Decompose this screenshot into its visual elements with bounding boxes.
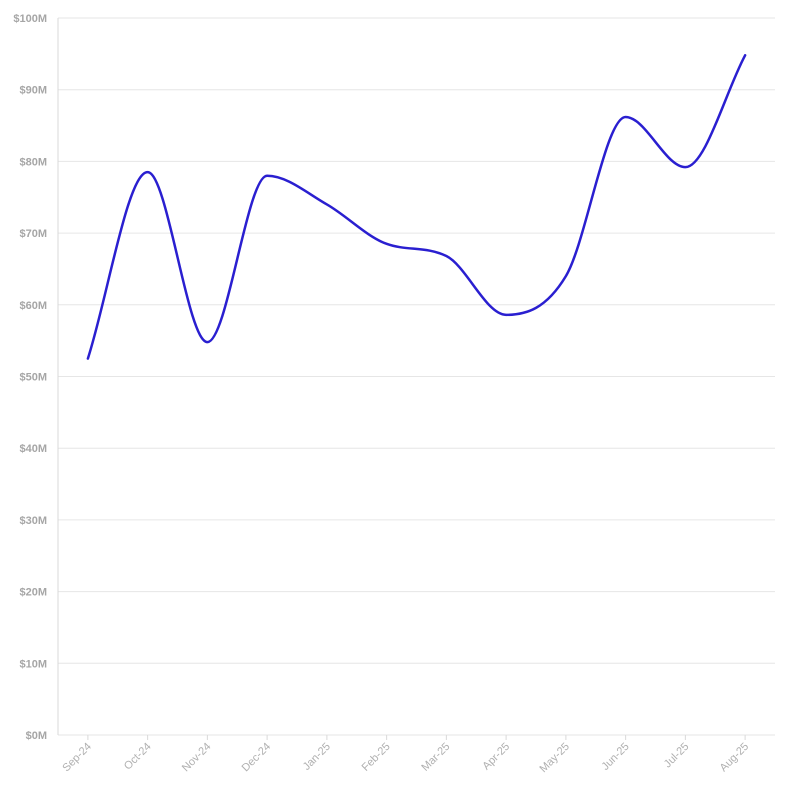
x-tick-label: Jul-25	[662, 741, 692, 771]
axis-layer	[57, 18, 746, 740]
data-point[interactable]	[742, 52, 748, 58]
data-point[interactable]	[443, 253, 449, 259]
grid-layer	[58, 17, 775, 736]
y-tick-label: $40M	[19, 443, 47, 455]
data-point[interactable]	[264, 173, 270, 179]
data-point[interactable]	[85, 356, 91, 362]
data-point[interactable]	[563, 273, 569, 279]
y-tick-label: $20M	[19, 587, 47, 599]
x-tick-label: Jan-25	[301, 741, 333, 773]
x-tick-label: Apr-25	[480, 741, 512, 773]
data-point[interactable]	[503, 312, 509, 318]
x-tick-label: Feb-25	[360, 741, 393, 774]
data-point[interactable]	[145, 169, 151, 175]
x-tick-label: Aug-25	[718, 741, 752, 775]
x-tick-label: Nov-24	[180, 741, 214, 775]
data-point[interactable]	[384, 241, 390, 247]
y-tick-label: $100M	[13, 13, 47, 25]
x-tick-label: Jun-25	[599, 741, 631, 773]
y-tick-label: $90M	[19, 85, 47, 97]
data-point[interactable]	[623, 114, 629, 120]
y-tick-label: $80M	[19, 156, 47, 168]
x-tick-label: Dec-24	[240, 741, 274, 775]
data-point[interactable]	[324, 201, 330, 207]
series-line	[86, 54, 747, 360]
y-tick-label: $10M	[19, 658, 47, 670]
y-axis-labels: $0M $10M $20M $30M $40M $50M $60M $70M $80M $90M $…	[13, 13, 47, 742]
y-tick-label: $50M	[19, 372, 47, 384]
y-tick-label: $70M	[19, 228, 47, 240]
data-point[interactable]	[682, 164, 688, 170]
x-tick-label: May-25	[538, 741, 572, 775]
y-tick-label: $60M	[19, 300, 47, 312]
x-axis-labels: Sep-24 Oct-24 Nov-24 Dec-24 Jan-25 Feb-25 Mar-…	[60, 741, 751, 775]
x-tick-label: Sep-24	[60, 741, 94, 775]
y-tick-label: $30M	[19, 515, 47, 527]
x-tick-label: Oct-24	[122, 741, 154, 773]
x-tick-label: Mar-25	[419, 741, 452, 774]
series-layer	[85, 52, 748, 362]
data-point[interactable]	[204, 339, 210, 345]
y-tick-label: $0M	[26, 730, 47, 742]
